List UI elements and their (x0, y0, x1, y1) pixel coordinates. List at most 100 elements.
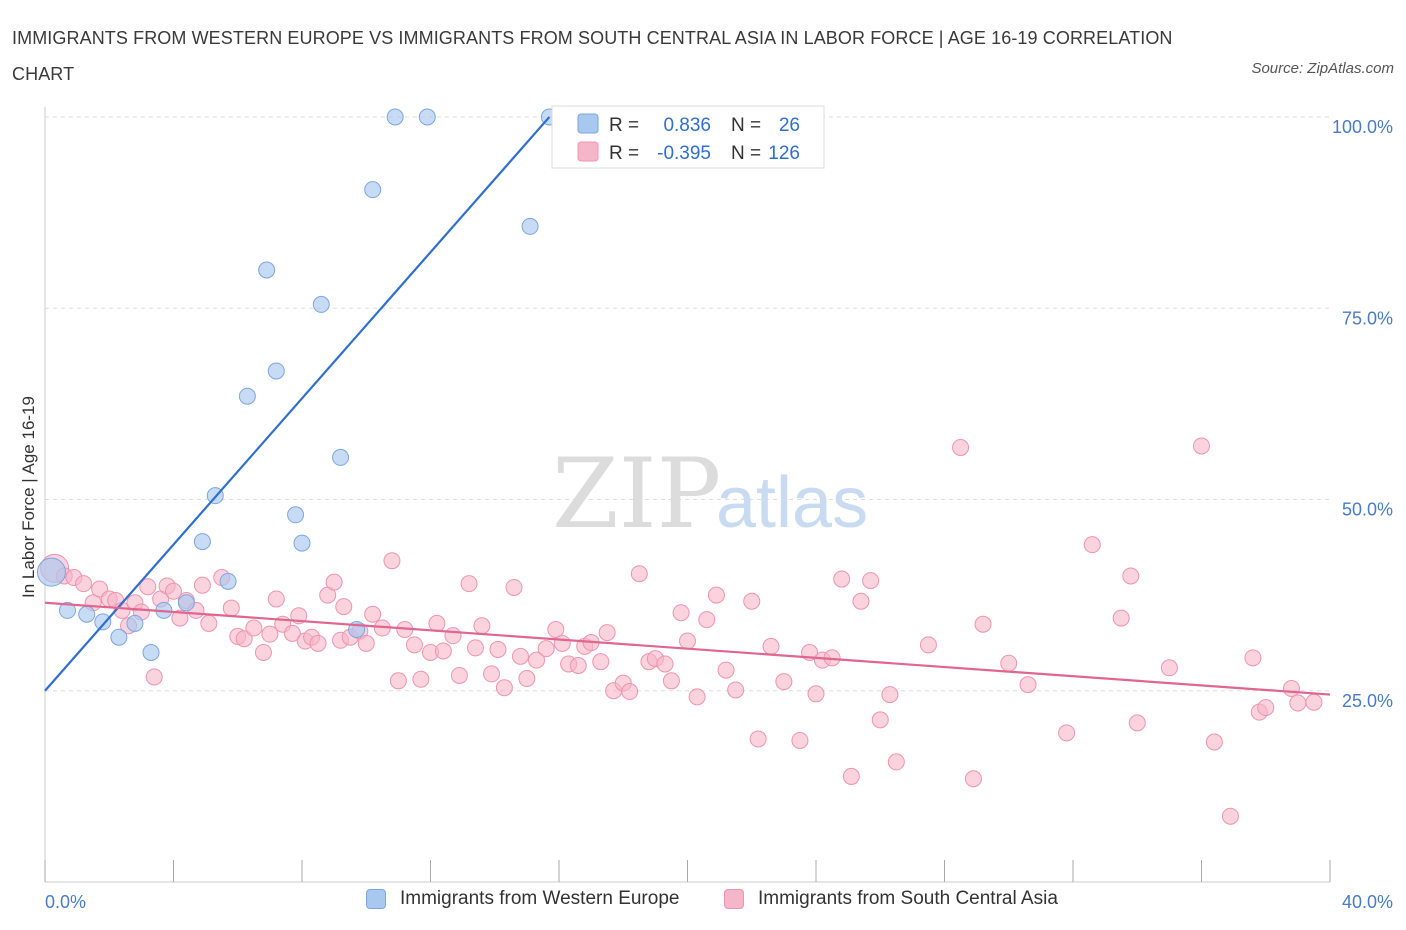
legend-blue-n-value: 26 (779, 115, 800, 136)
pink-point (389, 672, 407, 690)
pink-point (1221, 807, 1239, 825)
pink-point (791, 731, 809, 749)
correlation-legend: R = 0.836 N = 26 R = -0.395 N = 126 (551, 105, 825, 169)
pink-point (483, 665, 501, 683)
pink-point (749, 730, 767, 748)
pink-point (405, 636, 423, 654)
legend-swatch-blue (366, 889, 386, 909)
pink-point (833, 570, 851, 588)
pink-point (1112, 609, 1130, 627)
pink-point (1193, 437, 1210, 455)
legend-item-south-central-asia: Immigrants from South Central Asia (724, 888, 1058, 910)
pink-point (383, 552, 401, 570)
legend-item-western-europe: Immigrants from Western Europe (366, 888, 679, 910)
blue-point (521, 217, 539, 235)
pink-point (688, 688, 706, 706)
pink-point (222, 599, 240, 617)
blue-point (293, 534, 311, 552)
blue-point (364, 181, 382, 199)
pink-point (254, 644, 272, 661)
pink-point (505, 578, 523, 596)
pink-point (75, 575, 93, 593)
pink-point (139, 578, 157, 596)
pink-point (357, 634, 375, 652)
pink-point (952, 438, 970, 456)
chart-title: IMMIGRANTS FROM WESTERN EUROPE VS IMMIGR… (12, 28, 1173, 84)
blue-point (332, 448, 350, 466)
pink-point (145, 668, 163, 686)
pink-point (473, 617, 491, 635)
legend-blue-r-label: R = (609, 115, 639, 136)
source-credit: Source: ZipAtlas.com (1251, 60, 1394, 77)
pink-point (592, 653, 610, 671)
pink-point (727, 681, 745, 699)
pink-point (444, 627, 462, 645)
pink-point (489, 640, 507, 658)
pink-point (434, 642, 452, 660)
pink-point (325, 573, 343, 591)
pink-point (881, 686, 899, 704)
pink-point (1244, 649, 1262, 667)
pink-point (656, 655, 674, 673)
pink-point (1305, 693, 1323, 711)
legend-pink-r-label: R = (609, 143, 639, 164)
pink-point (743, 592, 761, 610)
pink-point (1083, 536, 1101, 554)
pink-point (871, 711, 889, 729)
pink-point (679, 632, 696, 650)
pink-point (852, 592, 870, 610)
pink-point (547, 621, 565, 639)
pink-point (1257, 699, 1275, 717)
blue-point (287, 506, 305, 524)
pink-point (807, 685, 825, 703)
pink-point (1205, 733, 1223, 751)
blue-point (258, 261, 276, 279)
blue-point (386, 108, 404, 126)
pink-point (460, 575, 478, 593)
pink-point (518, 670, 536, 688)
pink-point (267, 590, 285, 608)
watermark-atlas: atlas (716, 463, 868, 543)
watermark: ZIP atlas (552, 438, 868, 550)
pink-point (672, 604, 690, 622)
pink-point (1160, 659, 1178, 677)
pink-point (1000, 654, 1018, 672)
pink-point (309, 634, 327, 652)
trend-lines (44, 116, 1331, 696)
blue-point (312, 295, 330, 313)
blue-series-points (36, 108, 584, 661)
pink-point (598, 624, 616, 642)
legend-blue-n-label: N = (731, 115, 761, 136)
blue-point (219, 572, 237, 590)
pink-point (919, 636, 937, 654)
y-tick-labels: 25.0% 50.0% 75.0% 100.0% (1332, 117, 1393, 711)
series-legend: Immigrants from Western Europe Immigrant… (0, 888, 1406, 916)
x-tick-label: 0.0% (45, 892, 86, 912)
pink-point (528, 651, 546, 669)
pink-point (466, 639, 484, 657)
pink-point (428, 614, 446, 632)
legend-blue-swatch (577, 113, 599, 134)
blue-point (238, 387, 256, 405)
legend-label-south-central-asia: Immigrants from South Central Asia (758, 888, 1058, 909)
pink-point (171, 609, 189, 627)
pink-point (364, 605, 382, 623)
pink-point (630, 565, 648, 583)
legend-blue-r-value: 0.836 (663, 115, 711, 136)
pink-point (1122, 567, 1140, 585)
blue-point (193, 533, 211, 551)
pink-point (235, 630, 253, 648)
blue-point (126, 614, 144, 632)
y-tick-label: 100.0% (1332, 117, 1393, 137)
y-tick-label: 75.0% (1342, 308, 1393, 328)
blue-point (267, 362, 285, 380)
legend-pink-swatch (577, 141, 599, 162)
pink-point (245, 619, 263, 637)
pink-point (775, 673, 793, 691)
blue-point (142, 644, 160, 661)
y-tick-label: 25.0% (1342, 691, 1393, 711)
pink-point (1019, 676, 1037, 694)
pink-point (1282, 679, 1300, 697)
blue-point (418, 108, 436, 126)
pink-point (707, 586, 725, 604)
